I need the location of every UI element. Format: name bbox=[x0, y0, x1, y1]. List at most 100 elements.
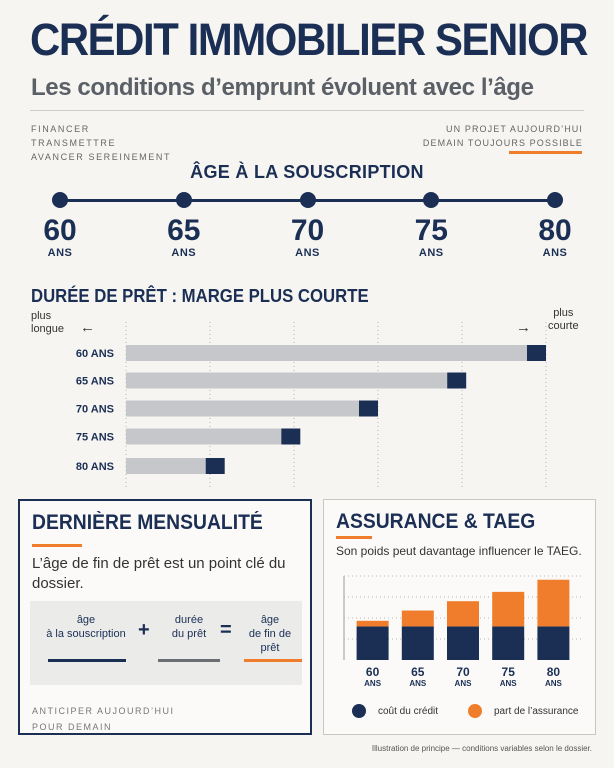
formula-underline bbox=[48, 659, 126, 662]
page-title: CRÉDIT IMMOBILIER SENIOR bbox=[30, 14, 588, 65]
bar-category-label: 65 bbox=[411, 665, 425, 679]
age-unit: ANS bbox=[542, 247, 568, 259]
term-line: durée bbox=[174, 614, 204, 626]
footer-line: ANTICIPER AUJOURD’HUI bbox=[32, 706, 175, 716]
bar-category-unit: ANS bbox=[409, 679, 427, 688]
term-line: du prêt bbox=[171, 628, 207, 640]
insurance-share-bar bbox=[447, 601, 479, 627]
age-value: 70 bbox=[290, 214, 325, 247]
hint-text: plus bbox=[553, 307, 574, 319]
duration-bar bbox=[126, 458, 206, 474]
term-line: à la souscription bbox=[46, 628, 126, 640]
insurance-share-bar bbox=[537, 579, 570, 627]
age-value: 65 bbox=[167, 214, 201, 247]
page-subtitle: Les conditions d’emprunt évoluent avec l… bbox=[31, 74, 534, 101]
accent-line bbox=[509, 151, 582, 154]
legend-label: coût du crédit bbox=[378, 705, 439, 717]
keywords-left: FINANCER TRANSMETTRE AVANCER SEREINEMENT bbox=[31, 122, 171, 164]
timeline-dot bbox=[547, 192, 563, 208]
hint-text: courte bbox=[548, 320, 579, 332]
hint-text: plus bbox=[31, 310, 52, 322]
formula-term-age-end: âge de fin de prêt bbox=[238, 613, 302, 655]
term-line: âge bbox=[76, 614, 96, 626]
credit-cost-bar bbox=[447, 626, 479, 660]
credit-cost-bar bbox=[492, 626, 525, 660]
bar-category-label: 65 ANS bbox=[76, 376, 114, 388]
duration-bar bbox=[126, 400, 359, 417]
term-line: de fin de prêt bbox=[248, 628, 292, 654]
card-title: DERNIÈRE MENSUALITÉ bbox=[32, 511, 263, 534]
bar-category-unit: ANS bbox=[364, 679, 382, 688]
legend-navy-dot-icon bbox=[352, 704, 366, 718]
keyword: TRANSMETTRE bbox=[31, 138, 117, 148]
bar-category-label: 80 ANS bbox=[76, 461, 114, 473]
plus-operator: + bbox=[138, 619, 150, 641]
keyword: AVANCER SEREINEMENT bbox=[31, 152, 172, 162]
header-divider bbox=[30, 110, 584, 111]
age-unit: ANS bbox=[171, 247, 197, 259]
duration-chart: 60 ANS 65 ANS 70 ANS 75 ANS 80 ANS bbox=[76, 322, 547, 490]
age-value: 80 bbox=[538, 214, 572, 247]
hint-longer: plus longue bbox=[31, 310, 64, 336]
age-formula: âge à la souscription + durée du prêt = … bbox=[30, 601, 302, 685]
insurance-card: ASSURANCE & TAEG Son poids peut davantag… bbox=[323, 499, 596, 735]
keyword: DEMAIN TOUJOURS POSSIBLE bbox=[422, 138, 583, 148]
age-section-title: ÂGE À LA SOUSCRIPTION bbox=[190, 162, 424, 182]
age-unit: ANS bbox=[295, 247, 320, 259]
bar-category-unit: ANS bbox=[500, 679, 518, 688]
last-payment-card: DERNIÈRE MENSUALITÉ L’âge de fin de prêt… bbox=[18, 499, 312, 735]
formula-term-age-start: âge à la souscription bbox=[44, 613, 128, 641]
card-footer: ANTICIPER AUJOURD’HUI POUR DEMAIN bbox=[32, 703, 175, 735]
keyword: UN PROJET AUJOURD’HUI bbox=[446, 124, 583, 134]
duration-bar bbox=[126, 372, 448, 389]
bar-category-unit: ANS bbox=[455, 679, 473, 688]
timeline-dot bbox=[52, 192, 68, 208]
accent-line bbox=[32, 544, 82, 547]
term-line: âge bbox=[260, 614, 280, 626]
duration-bar-cap bbox=[359, 400, 378, 417]
credit-cost-bar bbox=[401, 626, 434, 660]
legend-credit: coût du crédit bbox=[352, 704, 438, 718]
keyword: FINANCER bbox=[31, 124, 90, 134]
age-unit: ANS bbox=[418, 247, 444, 259]
bar-category-label: 60 ANS bbox=[76, 348, 114, 360]
credit-cost-bar bbox=[537, 626, 570, 660]
timeline-dot bbox=[175, 192, 192, 208]
insurance-share-bar bbox=[401, 610, 434, 627]
legend-orange-dot-icon bbox=[468, 704, 482, 718]
keywords-right: UN PROJET AUJOURD’HUI DEMAIN TOUJOURS PO… bbox=[423, 122, 583, 150]
equals-operator: = bbox=[220, 619, 232, 641]
legend-insurance: part de l’assurance bbox=[468, 704, 579, 718]
formula-underline bbox=[158, 659, 220, 662]
card-description: L’âge de fin de prêt est un point clé du… bbox=[32, 555, 286, 592]
hint-text: longue bbox=[31, 323, 65, 335]
hint-shorter: plus courte bbox=[548, 307, 579, 333]
arrow-left-icon: ← bbox=[80, 319, 95, 336]
accent-line bbox=[336, 536, 372, 539]
card-title: ASSURANCE & TAEG bbox=[336, 510, 536, 533]
bar-category-label: 70 bbox=[456, 665, 470, 679]
bar-category-label: 60 bbox=[366, 665, 380, 679]
duration-section-title: DURÉE DE PRÊT : MARGE PLUS COURTE bbox=[31, 286, 369, 306]
age-value: 75 bbox=[414, 214, 448, 247]
timeline-dot bbox=[423, 192, 440, 208]
bar-category-label: 75 ANS bbox=[76, 432, 114, 444]
legend-label: part de l’assurance bbox=[494, 705, 579, 717]
duration-bar-cap bbox=[527, 345, 546, 361]
arrow-right-icon: → bbox=[516, 319, 531, 336]
footer-line: POUR DEMAIN bbox=[32, 722, 113, 732]
duration-bar bbox=[126, 428, 282, 445]
credit-cost-bar bbox=[356, 626, 389, 660]
insurance-share-bar bbox=[492, 591, 525, 627]
formula-term-duration: durée du prêt bbox=[156, 613, 222, 641]
card-description: Son poids peut davantage influencer le T… bbox=[336, 544, 582, 558]
formula-underline bbox=[244, 659, 302, 662]
bar-category-label: 80 bbox=[547, 665, 561, 679]
duration-bar-cap bbox=[281, 428, 301, 445]
duration-bar-cap bbox=[205, 458, 225, 474]
bar-category-label: 70 ANS bbox=[76, 404, 114, 416]
duration-bar-cap bbox=[447, 372, 467, 389]
bar-category-unit: ANS bbox=[545, 679, 563, 688]
duration-bar bbox=[126, 345, 527, 361]
